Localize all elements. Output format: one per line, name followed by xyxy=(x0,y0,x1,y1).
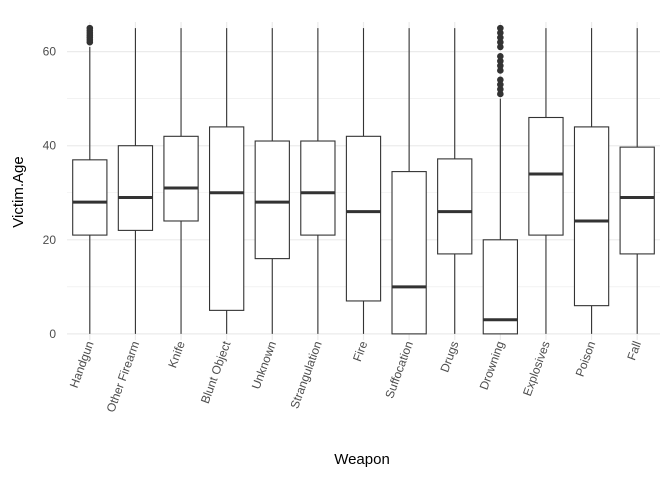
outlier-point xyxy=(497,81,504,88)
x-tick-label: Knife xyxy=(165,339,188,370)
box-rect xyxy=(345,135,382,302)
box-rect xyxy=(254,140,290,260)
outlier-point xyxy=(497,62,504,70)
x-tick-label: Other Firearm xyxy=(104,339,143,414)
outlier-point xyxy=(497,24,504,32)
box-rect xyxy=(619,146,655,255)
x-axis-title: Weapon xyxy=(334,451,390,468)
box-drugs xyxy=(437,28,473,334)
x-tick-labels: Handgun Other Firearm Knife Blunt Object Unk… xyxy=(67,339,644,415)
outlier-point xyxy=(497,85,504,93)
x-tick-label: Drugs xyxy=(437,339,461,374)
boxes xyxy=(72,24,655,335)
y-tick-label: 20 xyxy=(43,233,57,247)
outlier-point xyxy=(497,38,504,46)
y-tick-label: 40 xyxy=(43,139,57,153)
box-strangulation xyxy=(300,28,336,334)
x-tick-label: Strangulation xyxy=(287,339,324,410)
box-knife xyxy=(163,28,199,334)
box-explosives xyxy=(528,28,564,334)
x-tick-label: Drowning xyxy=(477,339,507,391)
x-tick-label: Fall xyxy=(624,339,644,362)
x-tick-label: Unknown xyxy=(249,339,279,391)
y-tick-labels: 0 20 40 60 xyxy=(43,45,57,341)
box-poison xyxy=(573,28,610,334)
box-blunt-object xyxy=(208,28,245,334)
y-axis-title: Victim.Age xyxy=(10,156,27,227)
outlier-point xyxy=(497,76,504,84)
box-handgun xyxy=(72,24,108,334)
box-rect xyxy=(437,158,473,255)
box-other-firearm xyxy=(117,28,154,334)
box-rect xyxy=(208,126,245,311)
outlier-point xyxy=(497,53,504,60)
outlier-point xyxy=(86,24,94,32)
box-rect xyxy=(72,159,108,236)
outlier-point xyxy=(497,43,504,51)
box-fall xyxy=(619,28,655,334)
y-tick-label: 60 xyxy=(43,45,57,59)
x-tick-label: Blunt Object xyxy=(198,339,234,406)
box-rect xyxy=(163,135,199,222)
outlier-point xyxy=(497,34,504,41)
box-drowning xyxy=(482,24,519,335)
outlier-point xyxy=(497,90,504,98)
box-suffocation xyxy=(391,28,427,335)
outlier-point xyxy=(497,57,504,65)
box-rect xyxy=(573,126,610,307)
box-unknown xyxy=(254,28,290,334)
box-rect xyxy=(391,171,427,335)
box-rect xyxy=(528,116,564,236)
x-tick-label: Poison xyxy=(573,339,599,378)
y-tick-label: 0 xyxy=(49,327,56,341)
x-tick-label: Explosives xyxy=(520,339,553,398)
x-tick-label: Fire xyxy=(350,339,370,364)
box-fire xyxy=(345,28,382,334)
x-tick-label: Handgun xyxy=(67,339,97,390)
x-tick-label: Suffocation xyxy=(382,339,416,400)
box-rect xyxy=(300,140,336,236)
box-rect xyxy=(482,239,519,335)
outlier-point xyxy=(497,67,504,74)
box-rect xyxy=(117,145,154,231)
outlier-point xyxy=(497,29,504,37)
